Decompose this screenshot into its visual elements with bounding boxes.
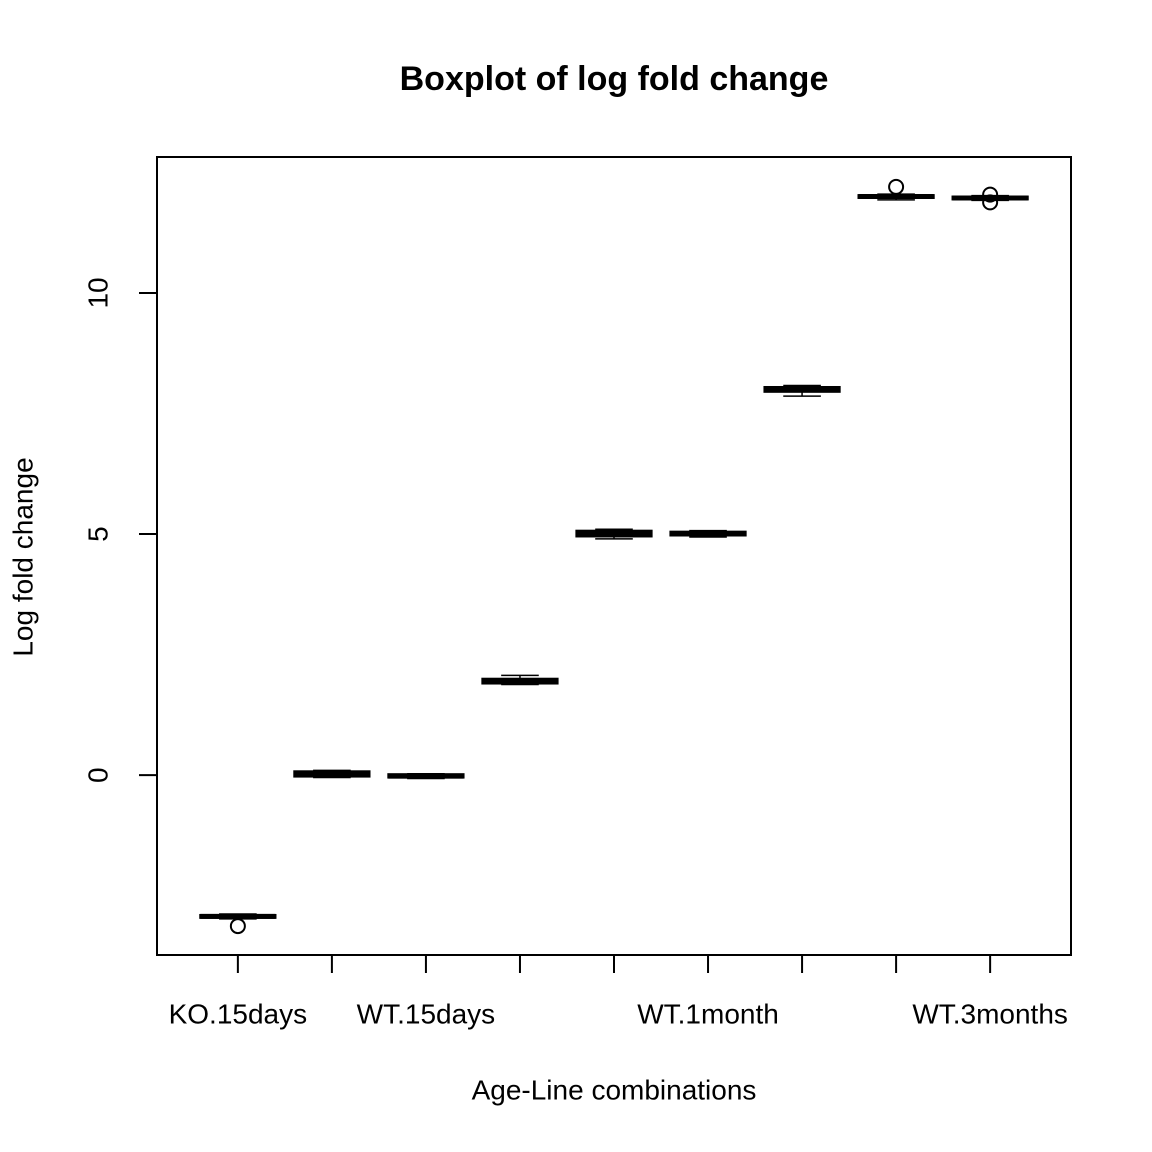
y-tick-label: 0 (82, 767, 113, 783)
x-tick-label: WT.15days (357, 998, 496, 1029)
outlier (982, 194, 999, 211)
chart-title: Boxplot of log fold change (400, 60, 829, 98)
outlier (888, 178, 905, 195)
x-tick-label: KO.15days (169, 998, 308, 1029)
plot-frame (156, 156, 1072, 956)
x-axis-label: Age-Line combinations (472, 1074, 757, 1105)
outlier (229, 918, 246, 935)
y-tick-label: 5 (82, 526, 113, 542)
y-tick-label: 10 (82, 277, 113, 308)
y-axis-label: Log fold change (7, 457, 38, 656)
outlier (982, 186, 999, 203)
x-tick-label: WT.1month (637, 998, 779, 1029)
x-tick-label: WT.3months (912, 998, 1068, 1029)
